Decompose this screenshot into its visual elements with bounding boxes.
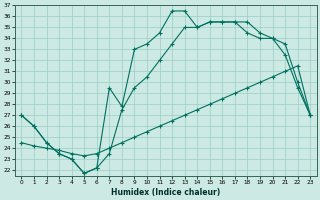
X-axis label: Humidex (Indice chaleur): Humidex (Indice chaleur)	[111, 188, 220, 197]
